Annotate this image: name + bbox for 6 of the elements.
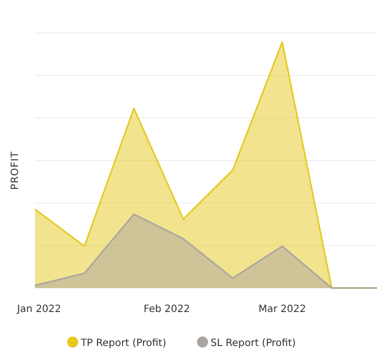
legend-label: SL Report (Profit) bbox=[210, 338, 296, 349]
x-tick-label: Feb 2022 bbox=[144, 304, 190, 315]
legend-label: TP Report (Profit) bbox=[80, 338, 166, 349]
x-tick-label: Jan 2022 bbox=[16, 304, 62, 315]
y-axis-title: PROFIT bbox=[10, 150, 21, 190]
x-tick-label: Mar 2022 bbox=[258, 304, 306, 315]
